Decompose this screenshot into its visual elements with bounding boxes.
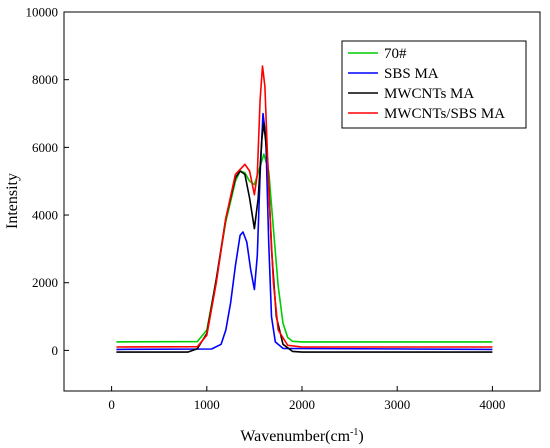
- y-tick-label: 10000: [26, 5, 59, 20]
- series-line-4: [116, 65, 493, 348]
- axis-ticks: 0 1000 2000 3000 4000 0 2000 4000 6000 8000 10000: [26, 5, 506, 413]
- legend-label: MWCNTs/SBS MA: [384, 106, 505, 122]
- x-axis-title-superscript: -1: [350, 427, 358, 438]
- y-tick-label: 8000: [32, 72, 58, 87]
- x-axis-title-close: ): [358, 428, 363, 445]
- y-tick-label: 6000: [32, 140, 58, 155]
- x-tick-label: 2000: [289, 397, 315, 412]
- series-line-2: [116, 112, 493, 351]
- y-tick-label: 2000: [32, 275, 58, 290]
- y-tick-label: 4000: [32, 208, 58, 223]
- legend-items: 70# SBS MA MWCNTs MA MWCNTs/SBS MA: [348, 46, 505, 122]
- legend-label: MWCNTs MA: [384, 86, 474, 102]
- x-tick-label: 4000: [479, 397, 505, 412]
- legend-label: 70#: [384, 46, 407, 62]
- y-tick-label: 0: [52, 343, 59, 358]
- y-axis-title: Intensity: [4, 173, 21, 229]
- x-tick-label: 3000: [384, 397, 410, 412]
- legend: 70# SBS MA MWCNTs MA MWCNTs/SBS MA: [341, 40, 527, 129]
- x-axis-title: Wavenumber(cm-1): [240, 427, 363, 445]
- legend-label: SBS MA: [384, 66, 439, 82]
- series-line-1: [116, 153, 493, 343]
- x-tick-label: 0: [108, 397, 115, 412]
- series-line-3: [116, 122, 493, 353]
- x-tick-label: 1000: [194, 397, 220, 412]
- series-lines: [116, 65, 493, 353]
